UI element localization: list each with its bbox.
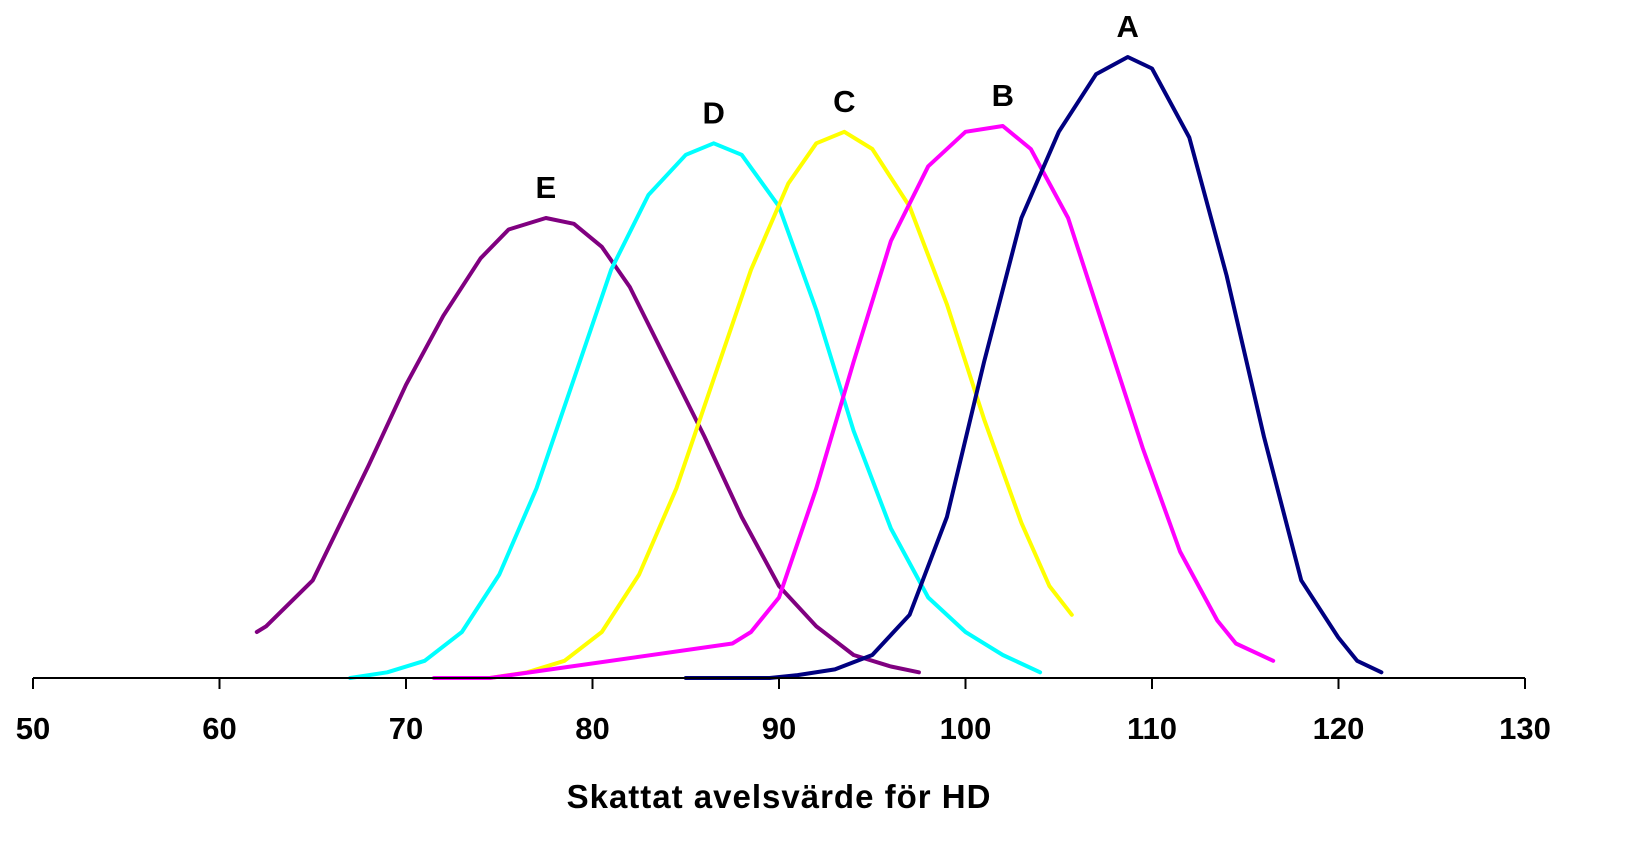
- series-label-a: A: [1117, 9, 1139, 44]
- x-tick-label: 70: [389, 711, 423, 746]
- series-line-e: [254, 216, 921, 675]
- x-ticks-group: 50 60 70 80 90 100 110 120 130: [16, 678, 1551, 746]
- series-line-b: [432, 124, 1276, 680]
- series-line-c: [487, 129, 1074, 680]
- series-label-d: D: [703, 95, 725, 130]
- series-label-c: C: [833, 84, 855, 119]
- x-tick-label: 90: [762, 711, 796, 746]
- x-tick-label: 130: [1499, 711, 1551, 746]
- x-tick-label: 120: [1313, 711, 1365, 746]
- series-label-b: B: [992, 78, 1014, 113]
- x-axis-title: Skattat avelsvärde för HD: [567, 778, 992, 815]
- x-tick-label: 50: [16, 711, 50, 746]
- x-tick-label: 100: [940, 711, 992, 746]
- series-line-d: [348, 141, 1043, 680]
- curve-labels-group: E D C B A: [536, 9, 1139, 205]
- x-tick-label: 110: [1127, 711, 1177, 746]
- x-tick-label: 60: [202, 711, 236, 746]
- curves-group: [254, 55, 1384, 680]
- series-line-a: [683, 55, 1384, 680]
- x-tick-label: 80: [575, 711, 609, 746]
- series-label-e: E: [536, 170, 557, 205]
